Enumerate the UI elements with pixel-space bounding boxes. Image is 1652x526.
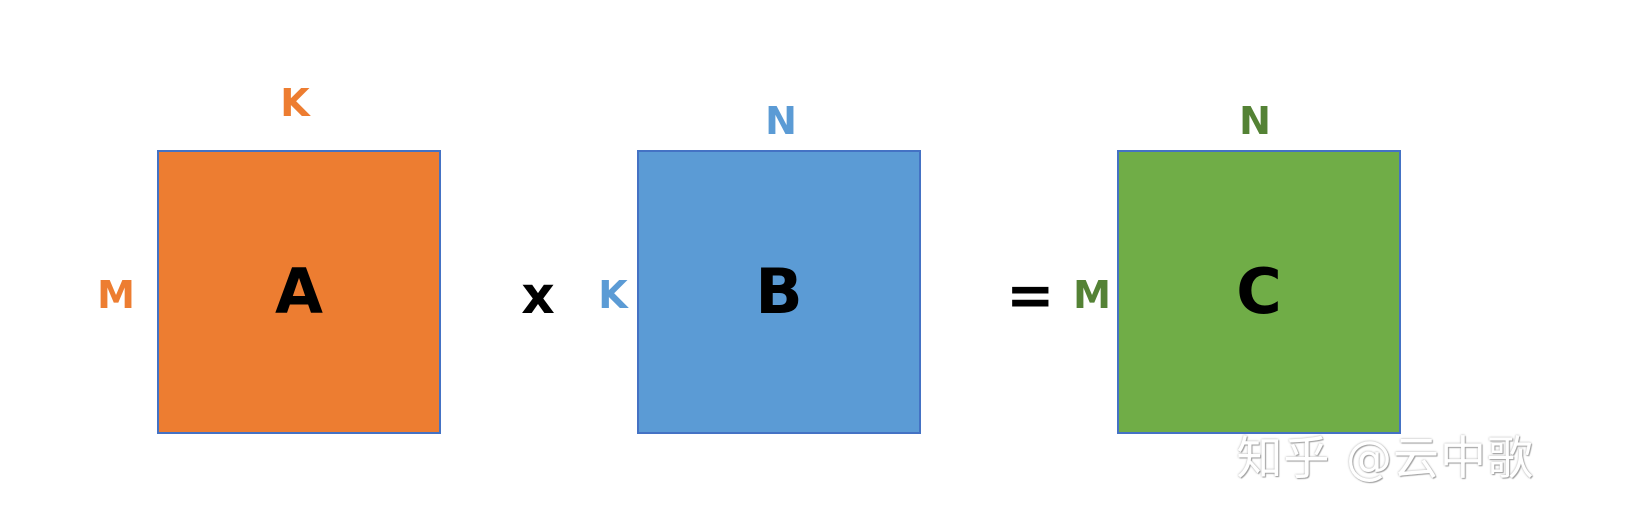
matrix-a-top-dim-label: K xyxy=(280,81,310,125)
equals-operator: = xyxy=(1006,261,1055,329)
matrix-c: C xyxy=(1117,150,1401,434)
matrix-c-name: C xyxy=(1236,255,1282,328)
zhihu-watermark: 知乎 @云中歌 xyxy=(1236,431,1534,485)
matrix-a-name: A xyxy=(275,255,323,328)
matrix-b: B xyxy=(637,150,921,434)
matrix-b-side-dim-label: K xyxy=(598,273,628,317)
matrix-b-name: B xyxy=(755,255,803,328)
multiply-operator: x xyxy=(521,266,555,326)
matrix-a-side-dim-label: M xyxy=(97,273,135,317)
matrix-c-side-dim-label: M xyxy=(1073,273,1111,317)
matrix-b-top-dim-label: N xyxy=(765,99,797,143)
matrix-c-top-dim-label: N xyxy=(1239,99,1271,143)
matrix-a: A xyxy=(157,150,441,434)
